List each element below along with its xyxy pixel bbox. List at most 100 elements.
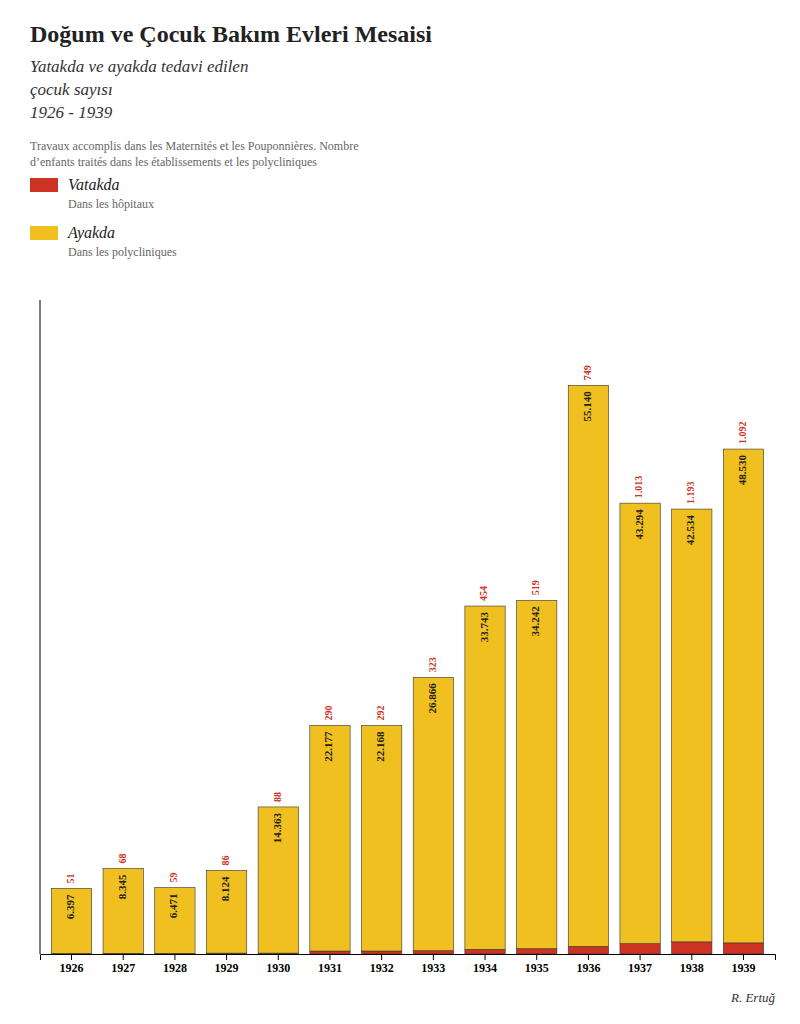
bar — [155, 888, 195, 954]
x-tick: 1931 — [318, 954, 342, 975]
series-bars — [51, 385, 763, 953]
bar — [517, 600, 557, 948]
data-label: 1.193 — [685, 482, 696, 505]
x-tick-mark — [588, 954, 589, 960]
data-label: 22.168 — [374, 731, 386, 762]
bar — [361, 725, 401, 951]
x-tick-label: 1927 — [111, 961, 135, 975]
x-tick: 1932 — [370, 954, 394, 975]
data-label: 8.124 — [219, 876, 231, 901]
bar — [51, 888, 91, 953]
plot: 1926192719281929193019311932193319341935… — [40, 300, 776, 975]
bar — [413, 951, 453, 954]
data-label: 1.013 — [633, 476, 644, 499]
data-label: 88 — [272, 792, 283, 802]
x-tick-mark — [433, 954, 434, 960]
data-label: 55.140 — [581, 391, 593, 422]
x-tick-mark — [71, 954, 72, 960]
signature: R. Ertuğ — [730, 990, 776, 1005]
bar — [723, 449, 763, 943]
x-tick-label: 1937 — [628, 961, 652, 975]
bar — [465, 606, 505, 949]
legend-swatch — [30, 226, 58, 240]
x-tick: 1933 — [421, 954, 445, 975]
x-tick-mark — [278, 954, 279, 960]
bar — [103, 868, 143, 953]
legend-label: Ayakda — [67, 224, 115, 242]
x-tick-mark — [174, 954, 175, 960]
x-tick: 1927 — [111, 954, 135, 975]
data-label: 6.471 — [167, 894, 179, 919]
bar — [723, 943, 763, 954]
bar — [568, 385, 608, 946]
legend-item: Vatakda Dans les hôpitaux — [30, 176, 154, 211]
data-label: 86 — [220, 855, 231, 865]
x-tick-label: 1928 — [163, 961, 187, 975]
bar — [672, 942, 712, 954]
data-label: 59 — [168, 873, 179, 883]
bar — [361, 951, 401, 954]
legend-swatch — [30, 178, 58, 192]
subtitle: çocuk sayısı — [30, 80, 113, 99]
x-tick-mark — [640, 954, 641, 960]
x-tick-mark — [329, 954, 330, 960]
data-label: 33.743 — [478, 612, 490, 643]
legend-item: Ayakda Dans les polycliniques — [30, 224, 177, 259]
y-axis-line — [40, 300, 41, 954]
bar — [258, 807, 298, 953]
x-axis-line — [41, 955, 776, 961]
data-label: 68 — [117, 853, 128, 863]
x-tick: 1936 — [576, 954, 600, 975]
title: Doğum ve Çocuk Bakım Evleri Mesaisi — [30, 21, 432, 47]
data-label: 323 — [427, 657, 438, 672]
chart: Doğum ve Çocuk Bakım Evleri Mesaisi Yatak… — [0, 0, 800, 1024]
header: Doğum ve Çocuk Bakım Evleri Mesaisi Yatak… — [30, 21, 432, 169]
legend-label: Vatakda — [68, 176, 120, 193]
x-tick-mark — [743, 954, 744, 960]
x-tick-mark — [691, 954, 692, 960]
bar — [310, 725, 350, 951]
x-tick: 1934 — [473, 954, 497, 975]
data-label: 1.092 — [737, 422, 748, 445]
x-tick-mark — [226, 954, 227, 960]
x-tick-label: 1939 — [731, 961, 755, 975]
subtitle: Yatakda ve ayakda tedavi edilen — [30, 57, 248, 76]
data-label: 454 — [478, 586, 489, 601]
x-tick: 1937 — [628, 954, 652, 975]
bar — [620, 503, 660, 944]
data-label: 22.177 — [322, 731, 334, 762]
bar — [465, 949, 505, 954]
legend-note: Dans les polycliniques — [68, 245, 177, 259]
annotation: d’enfants traités dans les établissement… — [30, 155, 317, 169]
data-label: 48.530 — [736, 455, 748, 486]
x-tick-label: 1934 — [473, 961, 497, 975]
data-label: 51 — [65, 873, 76, 883]
bars — [51, 385, 763, 954]
x-tick-mark — [485, 954, 486, 960]
x-axis: 1926192719281929193019311932193319341935… — [41, 954, 776, 975]
x-tick-label: 1936 — [576, 961, 600, 975]
legend-note: Dans les hôpitaux — [68, 197, 154, 211]
subtitle: 1926 - 1939 — [30, 103, 113, 122]
data-label: 26.866 — [426, 683, 438, 714]
data-label: 749 — [582, 365, 593, 380]
data-label: 519 — [530, 580, 541, 595]
data-label: 42.534 — [684, 515, 696, 546]
x-tick-mark — [381, 954, 382, 960]
x-tick-mark — [123, 954, 124, 960]
x-tick: 1938 — [680, 954, 704, 975]
x-tick-label: 1926 — [60, 961, 84, 975]
data-label: 290 — [323, 705, 334, 720]
data-labels: 6.397518.345686.471598.1248614.3638822.1… — [64, 365, 748, 919]
data-label: 34.242 — [529, 606, 541, 637]
data-label: 8.345 — [116, 874, 128, 899]
bar — [620, 944, 660, 954]
bar — [413, 677, 453, 950]
x-tick-mark — [536, 954, 537, 960]
x-tick: 1926 — [60, 954, 84, 975]
bar — [672, 509, 712, 942]
x-tick-label: 1938 — [680, 961, 704, 975]
bar — [310, 951, 350, 954]
x-tick-label: 1933 — [421, 961, 445, 975]
data-label: 43.294 — [633, 509, 645, 540]
